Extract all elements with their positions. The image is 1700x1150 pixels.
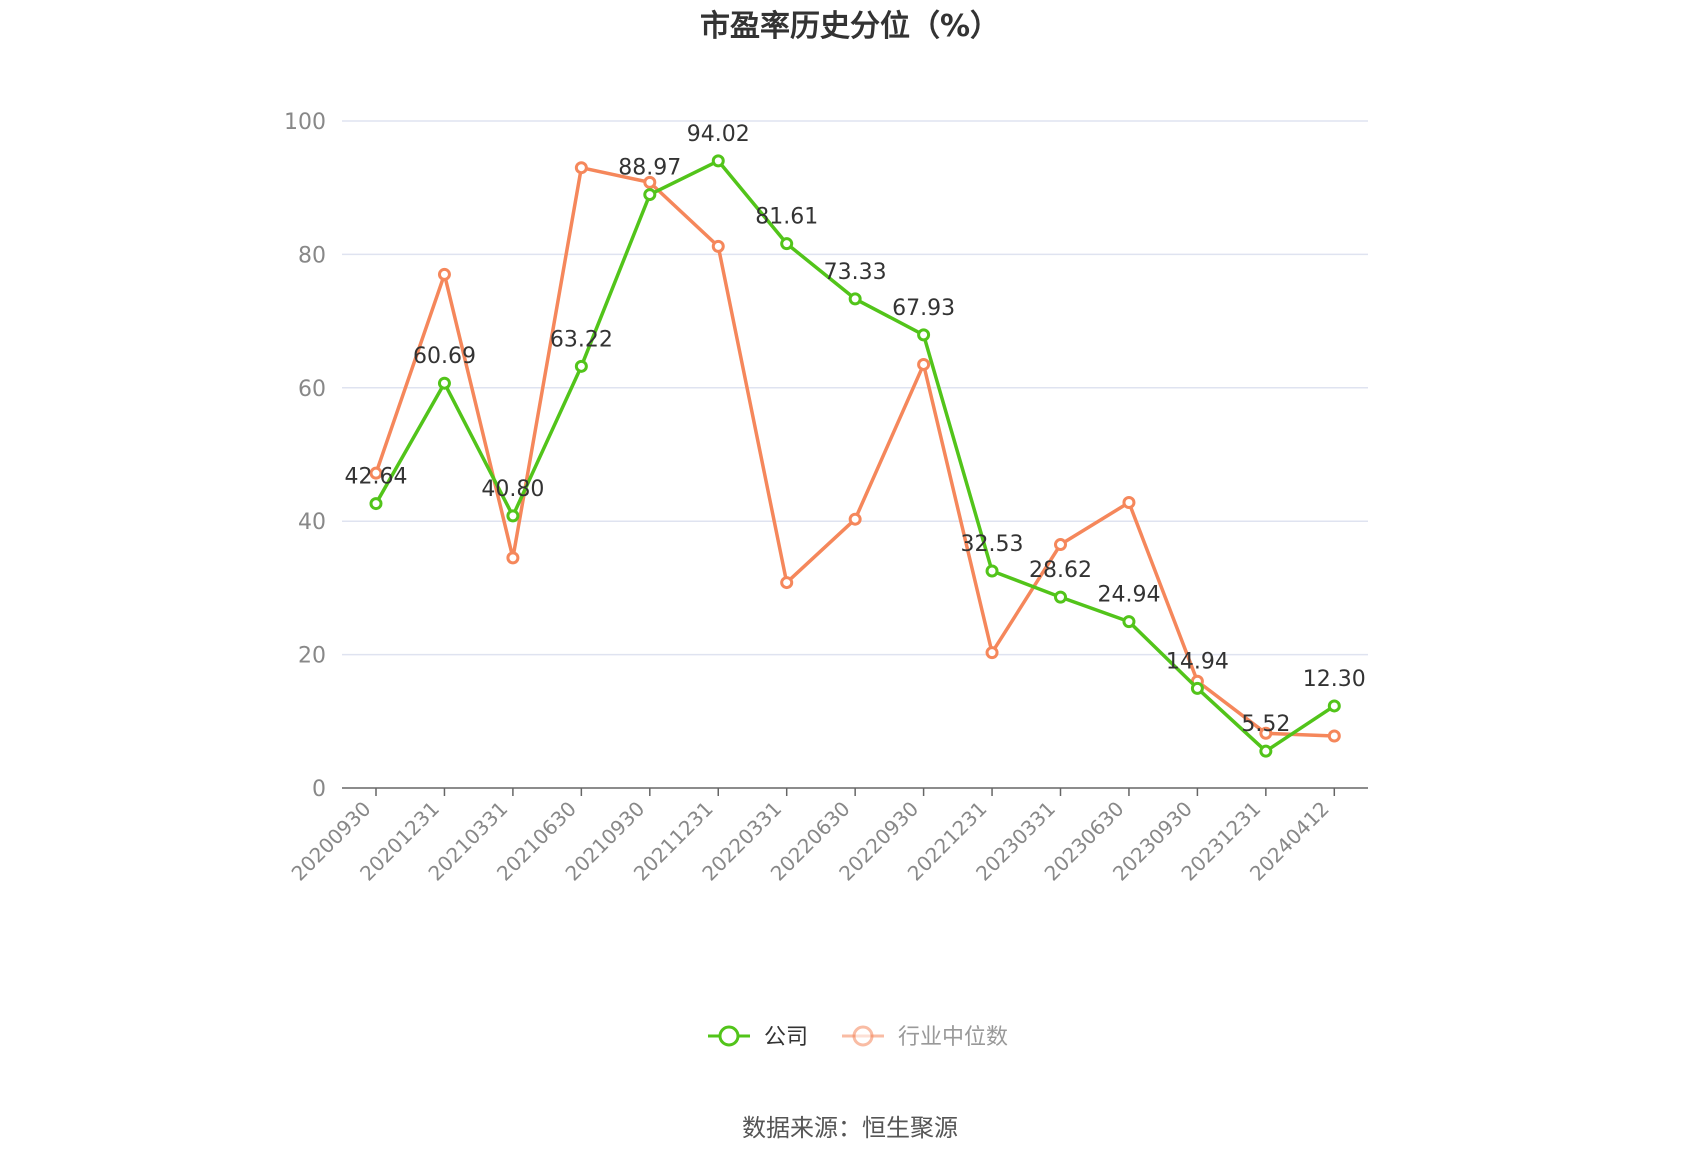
- data-label-20240412: 12.30: [1303, 667, 1366, 692]
- company-point-20220630: [848, 292, 862, 306]
- company-point-20211231: [711, 154, 725, 168]
- legend-item-industry-median[interactable]: 行业中位数: [842, 1025, 1008, 1050]
- data-label-20231231: 5.52: [1241, 712, 1290, 737]
- company-point-20230331: [1054, 590, 1067, 604]
- industry-point-20230630: [1122, 496, 1136, 510]
- series-company: [369, 154, 1341, 758]
- y-tick-label-80: 80: [298, 243, 326, 268]
- legend-company-label: 公司: [764, 1025, 808, 1050]
- company-point-20200930: [369, 497, 383, 511]
- data-label-20201231: 60.69: [413, 344, 476, 369]
- industry-point-20221231: [985, 646, 999, 660]
- y-tick-label-20: 20: [298, 644, 326, 669]
- chart-title: 市盈率历史分位（%）: [700, 9, 1000, 44]
- industry-point-20220331: [780, 576, 794, 590]
- data-label-20230331: 28.62: [1029, 558, 1092, 583]
- x-axis: 2020093020201231202103312021063020210930…: [287, 787, 1368, 886]
- industry-point-20220630: [848, 512, 862, 526]
- data-label-20220930: 67.93: [892, 296, 955, 321]
- company-point-20201231: [437, 376, 451, 390]
- y-axis-ticks: 0 20 40 60 80 100: [284, 110, 326, 802]
- company-point-20210331: [506, 509, 520, 523]
- data-label-20230630: 24.94: [1097, 583, 1160, 608]
- industry-point-20200930: [369, 466, 383, 480]
- industry-point-20210331: [506, 551, 520, 565]
- legend: 公司 行业中位数: [708, 1025, 1008, 1050]
- data-label-20211231: 94.02: [687, 122, 750, 147]
- y-tick-label-40: 40: [298, 510, 326, 535]
- data-label-20210930: 88.97: [618, 156, 681, 181]
- company-point-20230930: [1190, 681, 1204, 695]
- company-point-20221231: [985, 564, 999, 578]
- industry-point-20201231: [437, 267, 451, 281]
- industry-point-20210630: [574, 161, 588, 175]
- company-point-20220930: [917, 328, 931, 342]
- data-label-20230930: 14.94: [1166, 649, 1229, 674]
- company-point-20230630: [1122, 615, 1136, 629]
- industry-point-20230331: [1054, 538, 1067, 552]
- data-label-20221231: 32.53: [961, 532, 1024, 557]
- company-point-20231231: [1259, 744, 1273, 758]
- data-label-20210630: 63.22: [550, 327, 613, 352]
- legend-industry-label: 行业中位数: [898, 1025, 1008, 1050]
- data-source: 数据来源：恒生聚源: [742, 1114, 958, 1142]
- grid-lines: [342, 120, 1368, 656]
- data-label-20200930: 42.64: [345, 465, 408, 490]
- legend-company-marker: [718, 1025, 740, 1047]
- industry-point-20220930: [917, 357, 931, 371]
- industry-point-20211231: [711, 239, 725, 253]
- company-point-20220331: [780, 237, 794, 251]
- company-point-20210630: [574, 359, 588, 373]
- data-label-20220331: 81.61: [755, 205, 818, 230]
- series-industry-median: [369, 161, 1341, 743]
- y-tick-label-100: 100: [284, 110, 326, 135]
- data-label-20210331: 40.80: [481, 477, 544, 502]
- company-point-20210930: [643, 188, 657, 202]
- legend-item-company[interactable]: 公司: [708, 1025, 808, 1050]
- series-lines: [369, 154, 1341, 758]
- y-tick-label-0: 0: [312, 777, 326, 802]
- legend-industry-marker: [852, 1025, 874, 1047]
- company-point-20240412: [1327, 699, 1341, 713]
- y-tick-label-60: 60: [298, 377, 326, 402]
- data-label-20220630: 73.33: [824, 260, 887, 285]
- industry-point-20210930: [643, 175, 657, 189]
- industry-point-20240412: [1327, 729, 1341, 743]
- industry-point-20231231: [1259, 726, 1273, 740]
